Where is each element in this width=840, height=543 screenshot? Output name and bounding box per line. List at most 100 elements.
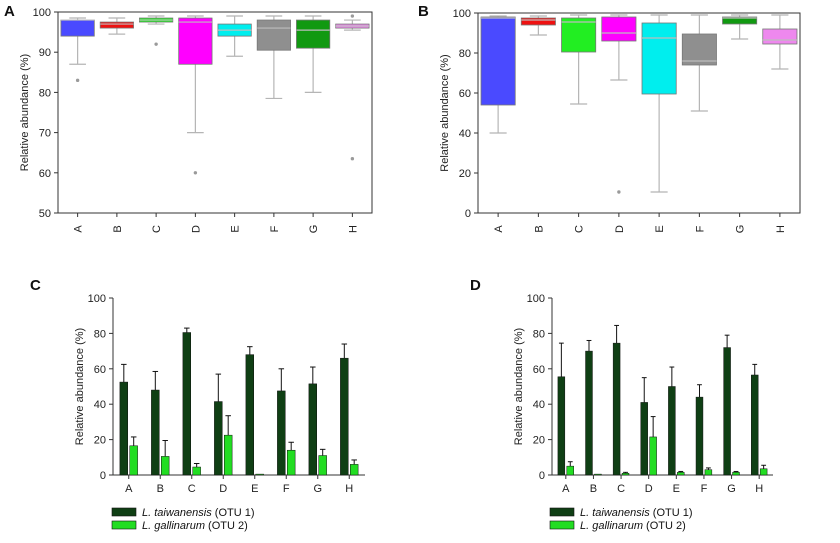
box-body bbox=[480, 16, 516, 106]
outlier-point bbox=[154, 42, 158, 46]
bar bbox=[350, 464, 359, 476]
panel-a: A Relative abundance (%) 50 60 70 80 90 100 A B C D… bbox=[4, 3, 373, 233]
legend-label: L. gallinarum (OTU 2) bbox=[580, 520, 686, 532]
box-body bbox=[99, 21, 134, 29]
box-g bbox=[296, 15, 331, 94]
x-tick-label: F bbox=[269, 225, 281, 232]
outlier-point bbox=[75, 78, 80, 83]
y-tick-label: 60 bbox=[459, 88, 471, 100]
y-tick-label: 50 bbox=[39, 208, 51, 220]
y-axis-label: Relative abundance (%) bbox=[439, 54, 451, 171]
box-f bbox=[256, 15, 291, 100]
y-tick-label: 20 bbox=[94, 435, 106, 447]
x-tick-label: C bbox=[188, 483, 196, 495]
legend-otu: (OTU 1) bbox=[212, 507, 255, 519]
bar bbox=[182, 332, 191, 476]
box-h bbox=[762, 14, 798, 70]
x-tick-label: A bbox=[493, 225, 505, 233]
panel-c: C Relative abundance (%) 0 20 40 60 80 100 A B C D E… bbox=[30, 277, 365, 532]
box-body bbox=[60, 19, 95, 37]
plot-frame bbox=[477, 12, 801, 214]
bar bbox=[129, 445, 138, 476]
box-d bbox=[601, 14, 637, 194]
box-body bbox=[722, 16, 758, 25]
x-tick-label: E bbox=[230, 225, 242, 232]
bar bbox=[277, 390, 286, 476]
panel-letter: C bbox=[30, 277, 41, 294]
x-tick-label: H bbox=[345, 483, 353, 495]
bar bbox=[340, 357, 349, 476]
y-tick-label: 100 bbox=[88, 293, 106, 305]
bar bbox=[677, 472, 685, 476]
panel-d: D Relative abundance (%) 0 20 40 60 80 100 A B C D E… bbox=[470, 277, 773, 532]
bar bbox=[759, 468, 768, 476]
x-tick-label: C bbox=[151, 225, 163, 233]
bar bbox=[649, 436, 657, 476]
x-tick-label: B bbox=[590, 483, 597, 495]
x-tick-label: B bbox=[157, 483, 164, 495]
y-tick-label: 80 bbox=[459, 48, 471, 60]
legend-label: L. taiwanensis (OTU 1) bbox=[580, 507, 693, 519]
legend-species: L. gallinarum bbox=[580, 520, 643, 532]
legend-species: L. taiwanensis bbox=[142, 507, 212, 519]
series-1 bbox=[557, 324, 759, 476]
y-axis-label: Relative abundance (%) bbox=[513, 328, 525, 445]
y-tick-label: 90 bbox=[39, 47, 51, 59]
legend-species: L. gallinarum bbox=[142, 520, 205, 532]
legend-swatch bbox=[111, 520, 137, 530]
x-tick-label: E bbox=[251, 483, 258, 495]
panel-letter: A bbox=[4, 3, 15, 20]
x-tick-label: G bbox=[727, 483, 736, 495]
y-tick-label: 100 bbox=[33, 7, 51, 19]
y-tick-label: 0 bbox=[465, 208, 471, 220]
x-tick-label: E bbox=[673, 483, 680, 495]
bar bbox=[214, 401, 223, 476]
legend-otu: (OTU 1) bbox=[650, 507, 693, 519]
bar bbox=[723, 347, 731, 476]
y-tick-label: 80 bbox=[39, 87, 51, 99]
box-body bbox=[601, 16, 637, 42]
bar bbox=[612, 342, 621, 476]
bar bbox=[704, 469, 713, 476]
box-e bbox=[641, 14, 677, 193]
box-b bbox=[99, 17, 134, 35]
box-c bbox=[561, 14, 597, 105]
x-tick-label: G bbox=[735, 225, 747, 234]
x-tick-label: F bbox=[701, 483, 708, 495]
legend-label: L. gallinarum (OTU 2) bbox=[142, 520, 248, 532]
y-tick-label: 60 bbox=[533, 364, 545, 376]
y-tick-label: 80 bbox=[94, 328, 106, 340]
legend-otu: (OTU 2) bbox=[205, 520, 248, 532]
x-tick-label: G bbox=[313, 483, 322, 495]
x-tick-label: B bbox=[112, 225, 124, 232]
box-c bbox=[139, 15, 174, 46]
x-tick-label: D bbox=[614, 225, 626, 233]
bar bbox=[594, 473, 602, 476]
box-body bbox=[641, 22, 677, 95]
legend-otu: (OTU 2) bbox=[643, 520, 686, 532]
x-tick-label: C bbox=[617, 483, 625, 495]
x-tick-label: B bbox=[533, 225, 545, 232]
y-tick-label: 0 bbox=[539, 470, 545, 482]
box-body bbox=[256, 19, 291, 51]
x-tick-label: H bbox=[775, 225, 787, 233]
x-tick-label: C bbox=[574, 225, 586, 233]
box-d bbox=[178, 15, 213, 175]
x-tick-label: D bbox=[645, 483, 653, 495]
y-tick-label: 40 bbox=[459, 128, 471, 140]
box-body bbox=[178, 17, 213, 65]
bar bbox=[668, 386, 676, 476]
bar bbox=[566, 465, 574, 476]
bar bbox=[621, 472, 630, 476]
bar bbox=[255, 473, 264, 476]
box-g bbox=[722, 14, 758, 40]
series-2 bbox=[129, 415, 359, 476]
bar bbox=[192, 466, 201, 476]
legend-label: L. taiwanensis (OTU 1) bbox=[142, 507, 255, 519]
bar bbox=[224, 434, 233, 476]
panel-b: B Relative abundance (%) 0 20 40 60 80 100 A B C D E… bbox=[418, 3, 801, 234]
legend: L. taiwanensis (OTU 1)L. gallinarum (OTU… bbox=[111, 507, 255, 532]
series-1 bbox=[119, 327, 349, 476]
panel-letter: D bbox=[470, 277, 481, 294]
